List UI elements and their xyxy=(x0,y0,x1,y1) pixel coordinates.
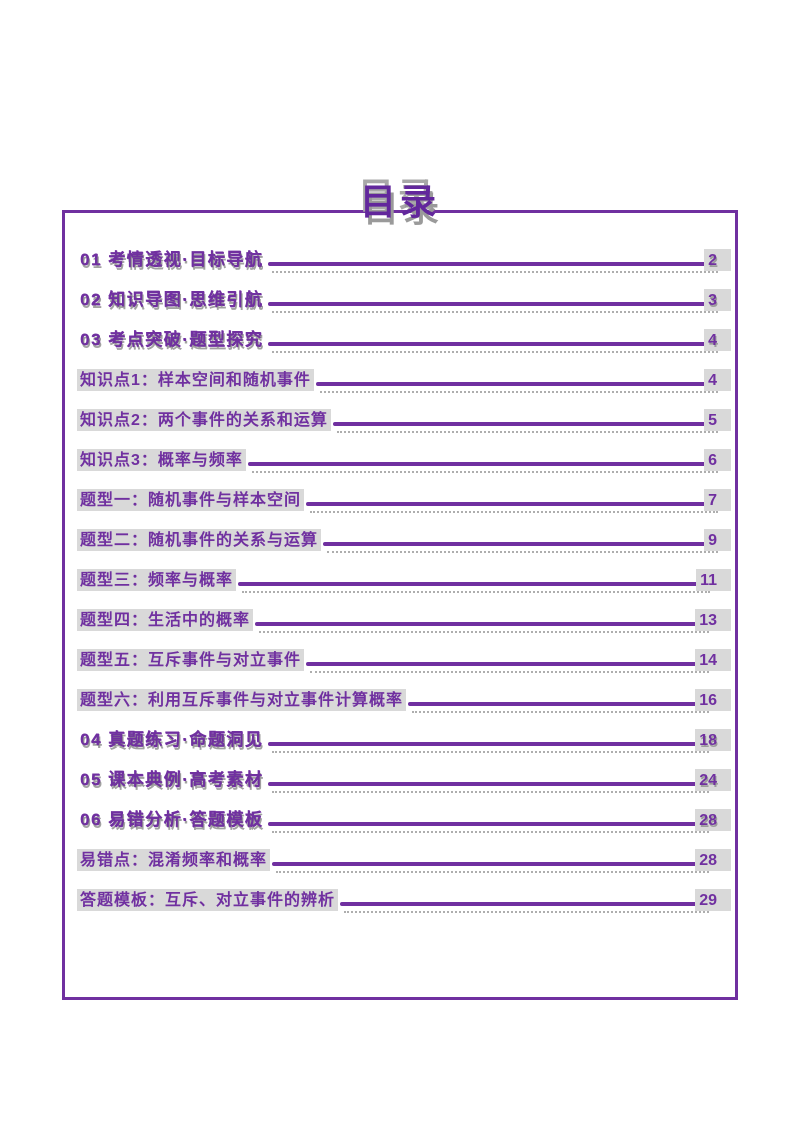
leader-line xyxy=(266,327,718,353)
toc-entry-label: 04 真题练习·命题洞见 xyxy=(80,729,264,749)
toc-entry-page-number: 28 xyxy=(695,808,731,831)
toc-entry-page-number: 3 xyxy=(704,288,731,311)
leader-line xyxy=(304,487,719,513)
toc-entry-page-number: 7 xyxy=(704,488,731,511)
toc-entry-label: 题型五：互斥事件与对立事件 xyxy=(77,648,305,671)
leader-line xyxy=(236,567,711,593)
toc-entry-page-number: 16 xyxy=(695,688,731,711)
leader-line xyxy=(266,727,710,753)
toc-entry[interactable]: 01 考情透视·目标导航 2 xyxy=(77,247,731,273)
toc-list: 01 考情透视·目标导航 2 02 知识导图·思维引航 3 03 考点突破·题型… xyxy=(65,213,735,997)
leader-line xyxy=(270,847,710,873)
toc-entry[interactable]: 03 考点突破·题型探究 4 xyxy=(77,327,731,353)
leader-line xyxy=(331,407,719,433)
toc-entry[interactable]: 题型四：生活中的概率 13 xyxy=(77,607,731,633)
toc-entry[interactable]: 题型一：随机事件与样本空间 7 xyxy=(77,487,731,513)
toc-entry-page-number: 4 xyxy=(704,368,731,391)
toc-entry-page-number: 11 xyxy=(696,568,731,591)
toc-entry-label: 题型二：随机事件的关系与运算 xyxy=(77,528,322,551)
toc-entry[interactable]: 04 真题练习·命题洞见 18 xyxy=(77,727,731,753)
toc-entry[interactable]: 易错点：混淆频率和概率 28 xyxy=(77,847,731,873)
toc-entry[interactable]: 答题模板：互斥、对立事件的辨析 29 xyxy=(77,887,731,913)
toc-entry-page-number: 18 xyxy=(695,728,731,751)
toc-entry[interactable]: 知识点2：两个事件的关系和运算 5 xyxy=(77,407,731,433)
toc-entry-page-number: 24 xyxy=(695,768,731,791)
leader-line xyxy=(406,687,710,713)
leader-line xyxy=(321,527,719,553)
toc-entry[interactable]: 05 课本典例·高考素材 24 xyxy=(77,767,731,793)
toc-entry-label: 01 考情透视·目标导航 xyxy=(80,249,264,269)
toc-entry-label: 02 知识导图·思维引航 xyxy=(80,289,264,309)
toc-entry-label: 题型一：随机事件与样本空间 xyxy=(77,488,305,511)
toc-entry-page-number: 29 xyxy=(695,888,731,911)
toc-entry[interactable]: 06 易错分析·答题模板 28 xyxy=(77,807,731,833)
toc-entry-label: 易错点：混淆频率和概率 xyxy=(77,848,271,871)
leader-line xyxy=(266,287,718,313)
toc-entry[interactable]: 题型五：互斥事件与对立事件 14 xyxy=(77,647,731,673)
leader-line xyxy=(314,367,719,393)
toc-border-box xyxy=(62,210,738,1000)
toc-entry[interactable]: 题型六：利用互斥事件与对立事件计算概率 16 xyxy=(77,687,731,713)
leader-line xyxy=(338,887,710,913)
toc-entry-page-number: 28 xyxy=(695,848,731,871)
page-title: 目录 xyxy=(359,181,440,222)
toc-entry-label: 知识点3：概率与频率 xyxy=(77,448,246,471)
toc-entry[interactable]: 02 知识导图·思维引航 3 xyxy=(77,287,731,313)
toc-entry-page-number: 4 xyxy=(704,328,731,351)
toc-entry-label: 答题模板：互斥、对立事件的辨析 xyxy=(77,888,339,911)
toc-entry[interactable]: 知识点3：概率与频率 6 xyxy=(77,447,731,473)
leader-line xyxy=(253,607,710,633)
leader-line xyxy=(246,447,719,473)
toc-entry-page-number: 14 xyxy=(695,648,731,671)
toc-entry-page-number: 13 xyxy=(695,608,731,631)
toc-entry-label: 题型六：利用互斥事件与对立事件计算概率 xyxy=(77,688,407,711)
toc-entry-label: 03 考点突破·题型探究 xyxy=(80,329,264,349)
toc-entry-label: 题型三：频率与概率 xyxy=(77,568,237,591)
toc-entry-page-number: 5 xyxy=(704,408,731,431)
toc-entry[interactable]: 题型三：频率与概率 11 xyxy=(77,567,731,593)
leader-line xyxy=(266,807,710,833)
leader-line xyxy=(266,767,710,793)
toc-entry-label: 知识点1：样本空间和随机事件 xyxy=(77,368,314,391)
leader-line xyxy=(304,647,710,673)
toc-entry-page-number: 6 xyxy=(704,448,731,471)
toc-entry-label: 知识点2：两个事件的关系和运算 xyxy=(77,408,331,431)
leader-line xyxy=(266,247,718,273)
toc-entry-page-number: 9 xyxy=(704,528,731,551)
toc-entry-label: 05 课本典例·高考素材 xyxy=(80,769,264,789)
toc-entry-label: 题型四：生活中的概率 xyxy=(77,608,254,631)
toc-entry-page-number: 2 xyxy=(704,248,731,271)
toc-entry[interactable]: 题型二：随机事件的关系与运算 9 xyxy=(77,527,731,553)
toc-entry-label: 06 易错分析·答题模板 xyxy=(80,809,264,829)
toc-entry[interactable]: 知识点1：样本空间和随机事件 4 xyxy=(77,367,731,393)
